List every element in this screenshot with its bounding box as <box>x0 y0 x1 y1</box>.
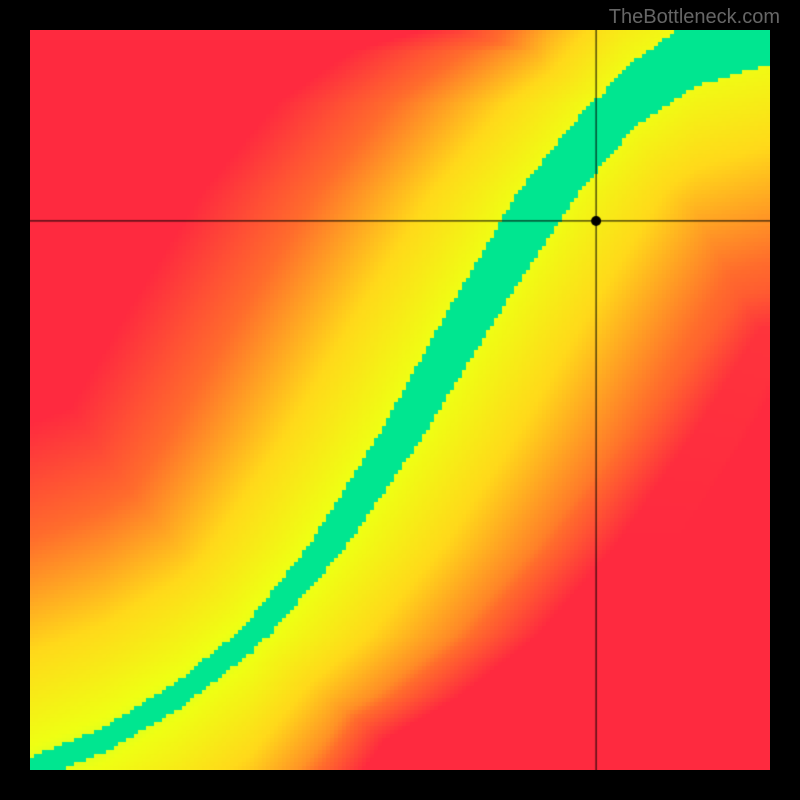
watermark-text: TheBottleneck.com <box>609 6 780 29</box>
heatmap-canvas <box>30 30 770 770</box>
chart-container: TheBottleneck.com <box>0 0 800 800</box>
heatmap-plot <box>30 30 770 770</box>
